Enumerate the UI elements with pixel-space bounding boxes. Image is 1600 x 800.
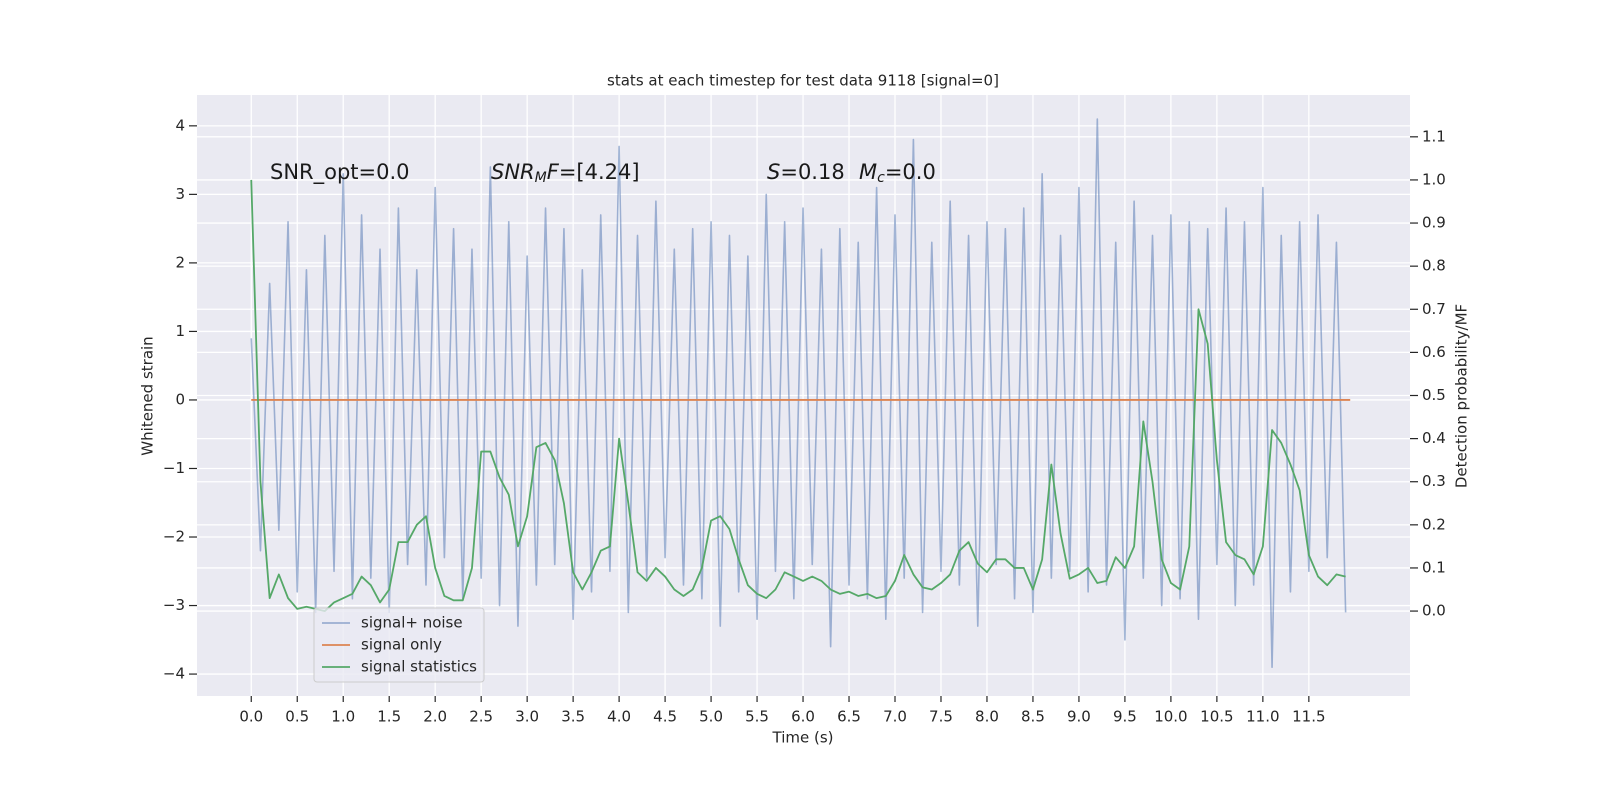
legend-label: signal statistics bbox=[361, 658, 477, 676]
y2-tick-label: 1.0 bbox=[1422, 170, 1446, 188]
y2-tick-label: 1.1 bbox=[1422, 127, 1446, 145]
x-tick-label: 6.5 bbox=[837, 708, 861, 726]
x-tick-label: 0.5 bbox=[285, 708, 309, 726]
x-tick-label: 8.0 bbox=[975, 708, 999, 726]
y-axis-label: Whitened strain bbox=[139, 336, 157, 455]
annotation-part: SNR bbox=[491, 160, 535, 184]
series-line bbox=[250, 118, 1347, 669]
y2-tick-label: 0.6 bbox=[1422, 343, 1446, 361]
x-tick-label: 5.0 bbox=[699, 708, 723, 726]
y2-tick-label: 0.3 bbox=[1422, 472, 1446, 490]
annotations: SNR_opt=0.0 SNRMF=[4.24] S=0.18 Mc=0.0 bbox=[270, 160, 936, 186]
chart-title: stats at each timestep for test data 911… bbox=[607, 72, 999, 90]
x-tick-label: 9.5 bbox=[1113, 708, 1137, 726]
annotation: SNR_opt=0.0 bbox=[270, 160, 410, 185]
annotation-part: M bbox=[535, 170, 547, 186]
x-tick-label: 10.0 bbox=[1154, 708, 1187, 726]
y-tick-label: −2 bbox=[163, 528, 185, 546]
y2-tick-label: 0.2 bbox=[1422, 515, 1446, 533]
legend: signal+ noise signal only signal statistic… bbox=[313, 607, 485, 683]
series-line bbox=[250, 179, 1346, 612]
x-tick-label: 4.5 bbox=[653, 708, 677, 726]
annotation: S=0.18 bbox=[767, 160, 845, 184]
annotation-part: F bbox=[547, 160, 560, 184]
y2-tick-label: 0.8 bbox=[1422, 257, 1446, 275]
x-tick-label: 0.0 bbox=[239, 708, 263, 726]
annotation-part: =[4.24] bbox=[559, 160, 640, 184]
annotation: SNRMF=[4.24] bbox=[491, 160, 640, 186]
y-tick-label: 1 bbox=[175, 322, 185, 340]
y2-tick-label: 0.1 bbox=[1422, 558, 1446, 576]
y2-tick-label: 0.4 bbox=[1422, 429, 1446, 447]
annotation-part: =0.18 bbox=[780, 160, 844, 184]
x-tick-label: 2.5 bbox=[469, 708, 493, 726]
x-tick-label: 11.0 bbox=[1246, 708, 1279, 726]
x-tick-label: 7.0 bbox=[883, 708, 907, 726]
annotation-part: =0.0 bbox=[885, 160, 936, 184]
annotation: Mc=0.0 bbox=[859, 160, 936, 186]
y2-tick-label: 0.5 bbox=[1422, 386, 1446, 404]
y-tick-label: −1 bbox=[163, 459, 185, 477]
legend-label: signal+ noise bbox=[361, 614, 463, 632]
annotation-part: S bbox=[767, 160, 780, 184]
x-tick-label: 5.5 bbox=[745, 708, 769, 726]
y2-axis-label: Detection probability/MF bbox=[1453, 304, 1471, 488]
x-tick-label: 7.5 bbox=[929, 708, 953, 726]
x-tick-label: 11.5 bbox=[1292, 708, 1325, 726]
y-tick-label: −3 bbox=[163, 596, 185, 614]
x-tick-label: 3.5 bbox=[561, 708, 585, 726]
x-tick-label: 10.5 bbox=[1200, 708, 1233, 726]
x-tick-label: 1.5 bbox=[377, 708, 401, 726]
y-tick-label: 0 bbox=[175, 390, 185, 408]
annotation-part: M bbox=[859, 160, 877, 184]
marks bbox=[250, 118, 1351, 669]
x-axis-label: Time (s) bbox=[772, 729, 834, 747]
x-tick-label: 1.0 bbox=[331, 708, 355, 726]
y-tick-label: 4 bbox=[175, 116, 185, 134]
y-tick-label: 3 bbox=[175, 185, 185, 203]
annotation-part: c bbox=[877, 170, 885, 186]
x-tick-label: 6.0 bbox=[791, 708, 815, 726]
x-tick-label: 9.0 bbox=[1067, 708, 1091, 726]
legend-label: signal only bbox=[361, 636, 442, 654]
x-tick-label: 4.0 bbox=[607, 708, 631, 726]
legend-box bbox=[313, 607, 485, 683]
y-tick-label: 2 bbox=[175, 253, 185, 271]
annotation-part: SNR_opt=0.0 bbox=[270, 160, 410, 185]
y2-tick-label: 0.7 bbox=[1422, 300, 1446, 318]
y-tick-label: −4 bbox=[163, 665, 185, 683]
x-tick-label: 3.0 bbox=[515, 708, 539, 726]
y2-tick-label: 0.0 bbox=[1422, 602, 1446, 620]
x-tick-label: 8.5 bbox=[1021, 708, 1045, 726]
y2-tick-label: 0.9 bbox=[1422, 214, 1446, 232]
x-tick-label: 2.0 bbox=[423, 708, 447, 726]
